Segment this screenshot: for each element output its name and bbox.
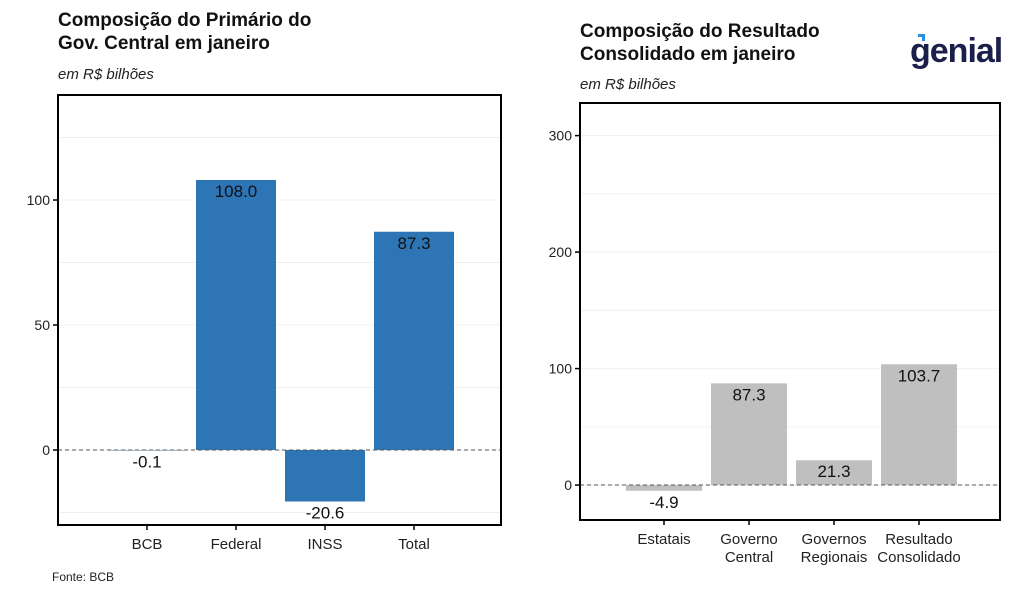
left-plot-border bbox=[57, 94, 502, 526]
left-data-label: 108.0 bbox=[215, 182, 258, 201]
left-x-tick-label: Total bbox=[398, 536, 430, 553]
left-y-tick-label: 50 bbox=[34, 317, 50, 333]
right-x-tick-label: Governos Regionais bbox=[801, 531, 868, 566]
left-data-label: -0.1 bbox=[132, 452, 161, 471]
right-plot-border bbox=[579, 102, 1001, 521]
logo-accent-icon bbox=[918, 34, 925, 41]
right-x-tick-label: Resultado Consolidado bbox=[877, 531, 960, 566]
right-bar-2 bbox=[796, 460, 872, 486]
left-bar-1 bbox=[196, 180, 276, 450]
right-bar-0 bbox=[626, 485, 702, 491]
right-y-tick-label: 200 bbox=[549, 244, 573, 260]
right-x-tick-label: Governo Central bbox=[720, 531, 778, 566]
right-data-label: 87.3 bbox=[732, 385, 765, 404]
source-note: Fonte: BCB bbox=[52, 570, 115, 584]
genial-logo: genial bbox=[910, 32, 1003, 70]
right-chart-title: Composição do Resultado Consolidado em ja… bbox=[580, 21, 820, 65]
left-chart-subtitle: em R$ bilhões bbox=[58, 66, 154, 83]
left-bar-2 bbox=[285, 450, 365, 502]
right-bar-1 bbox=[711, 383, 787, 486]
left-x-tick-label: Federal bbox=[211, 536, 262, 553]
left-y-tick-label: 0 bbox=[42, 442, 50, 458]
left-x-tick-label: BCB bbox=[132, 536, 163, 553]
left-y-tick-label: 100 bbox=[27, 192, 51, 208]
right-data-label: 21.3 bbox=[817, 462, 850, 481]
right-chart-subtitle: em R$ bilhões bbox=[580, 76, 676, 93]
right-data-label: 103.7 bbox=[898, 366, 941, 385]
left-bar-3 bbox=[374, 231, 454, 450]
right-y-tick-label: 0 bbox=[564, 477, 572, 493]
right-bar-3 bbox=[881, 364, 957, 486]
left-x-tick-label: INSS bbox=[307, 536, 342, 553]
right-y-tick-label: 300 bbox=[549, 128, 573, 144]
left-data-label: 87.3 bbox=[397, 234, 430, 253]
left-chart-title: Composição do Primário do Gov. Central em… bbox=[58, 10, 312, 54]
right-x-tick-label: Estatais bbox=[637, 531, 690, 548]
right-data-label: -4.9 bbox=[649, 493, 678, 512]
right-y-tick-label: 100 bbox=[549, 361, 573, 377]
left-data-label: -20.6 bbox=[306, 504, 345, 523]
left-bar-0 bbox=[107, 450, 187, 451]
